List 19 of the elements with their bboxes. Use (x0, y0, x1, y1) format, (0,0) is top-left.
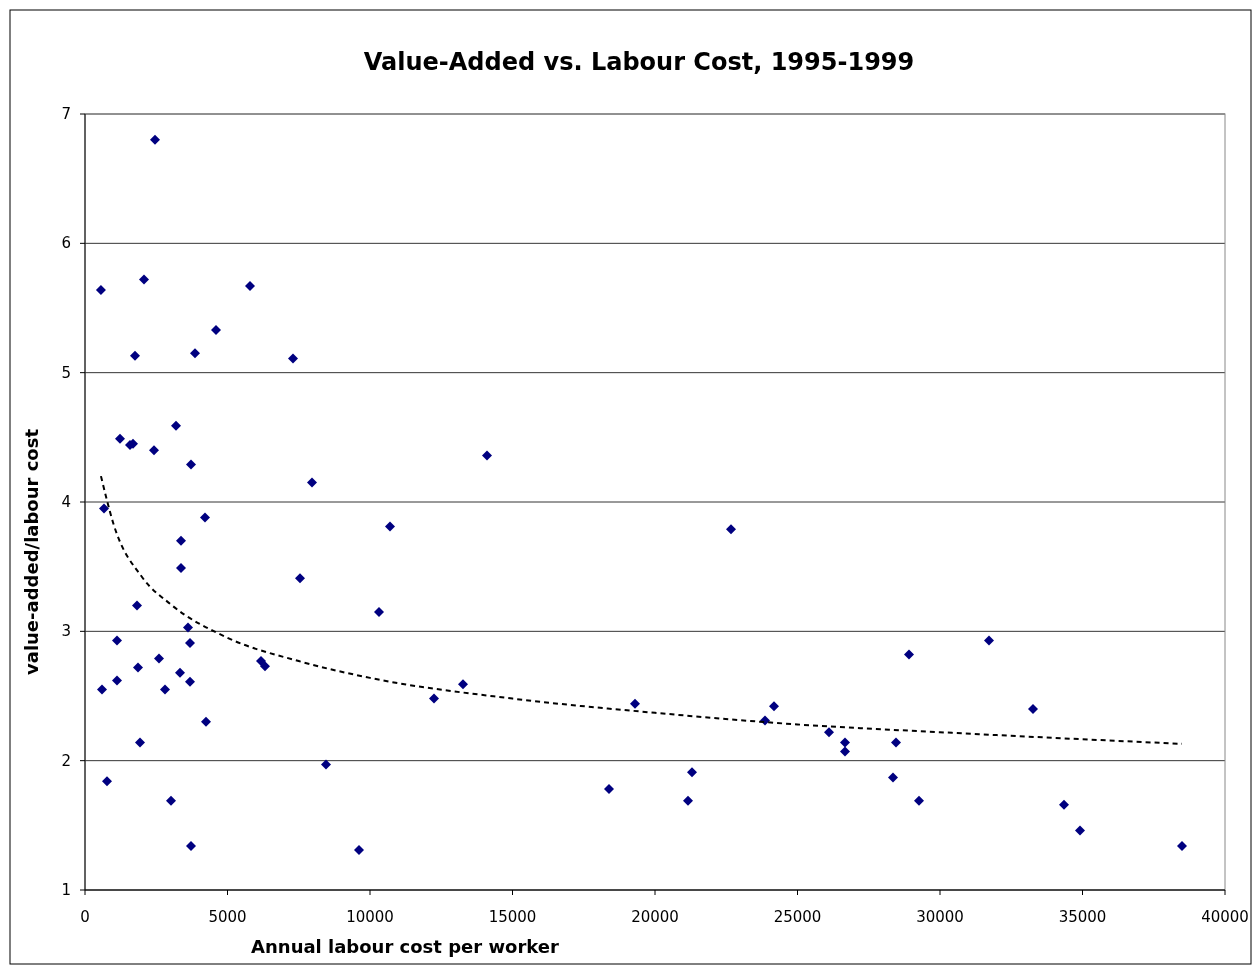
x-tick-label: 0 (80, 908, 90, 926)
y-tick-label: 2 (61, 751, 71, 770)
x-tick-label: 30000 (916, 908, 964, 926)
x-tick-label: 25000 (773, 908, 822, 926)
x-tick-label: 20000 (631, 908, 679, 926)
y-tick-label: 7 (61, 105, 71, 123)
x-tick-label: 10000 (346, 908, 394, 926)
y-axis-title: value-added/labour cost (21, 428, 42, 676)
x-tick-label: 5000 (208, 908, 247, 926)
y-tick-label: 1 (61, 881, 71, 899)
x-tick-label: 35000 (1058, 908, 1107, 926)
y-tick-label: 6 (61, 234, 71, 253)
y-tick-label: 3 (61, 622, 71, 641)
x-axis-title: Annual labour cost per worker (251, 936, 560, 957)
y-tick-label: 5 (61, 363, 71, 382)
chart-title: Value-Added vs. Labour Cost, 1995-1999 (363, 48, 915, 76)
x-tick-label: 15000 (488, 908, 537, 926)
x-tick-label: 40000 (1201, 908, 1249, 926)
y-tick-label: 4 (61, 493, 71, 511)
